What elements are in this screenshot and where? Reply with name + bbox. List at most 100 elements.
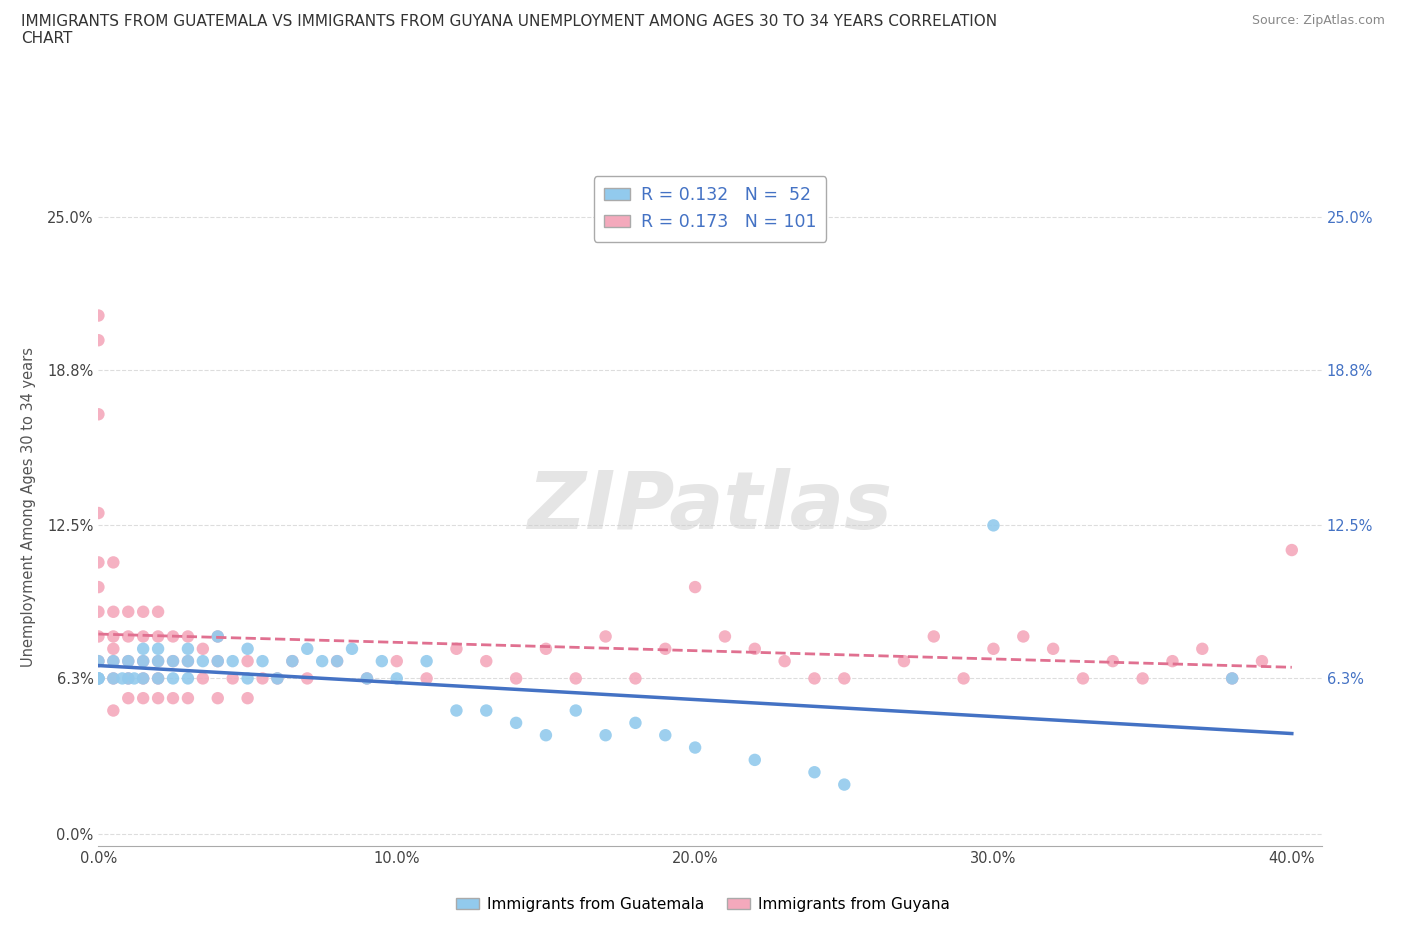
Point — [191, 654, 214, 669]
Point — [146, 604, 169, 619]
Point — [252, 654, 274, 669]
Point — [87, 671, 110, 685]
Point — [893, 654, 915, 669]
Point — [832, 671, 855, 685]
Point — [385, 671, 408, 685]
Point — [162, 654, 184, 669]
Point — [311, 654, 333, 669]
Point — [162, 671, 184, 685]
Point — [221, 671, 243, 685]
Point — [565, 703, 588, 718]
Point — [1042, 642, 1064, 657]
Point — [415, 654, 437, 669]
Point — [1251, 654, 1274, 669]
Point — [207, 691, 229, 706]
Point — [177, 642, 200, 657]
Point — [475, 654, 498, 669]
Point — [177, 654, 200, 669]
Point — [773, 654, 796, 669]
Point — [87, 671, 110, 685]
Point — [103, 654, 125, 669]
Point — [103, 555, 125, 570]
Point — [1220, 671, 1243, 685]
Point — [1161, 654, 1184, 669]
Point — [117, 654, 139, 669]
Point — [1012, 629, 1035, 644]
Point — [87, 671, 110, 685]
Point — [146, 642, 169, 657]
Point — [87, 671, 110, 685]
Point — [565, 671, 588, 685]
Point — [252, 671, 274, 685]
Point — [207, 629, 229, 644]
Point — [803, 671, 825, 685]
Point — [371, 654, 394, 669]
Point — [87, 555, 110, 570]
Point — [326, 654, 349, 669]
Point — [132, 604, 155, 619]
Point — [177, 654, 200, 669]
Point — [103, 671, 125, 685]
Point — [117, 654, 139, 669]
Point — [87, 604, 110, 619]
Point — [744, 642, 766, 657]
Point — [297, 642, 319, 657]
Legend: R = 0.132   N =  52, R = 0.173   N = 101: R = 0.132 N = 52, R = 0.173 N = 101 — [593, 176, 827, 242]
Point — [1071, 671, 1094, 685]
Point — [103, 629, 125, 644]
Point — [146, 654, 169, 669]
Point — [595, 629, 617, 644]
Point — [803, 764, 825, 779]
Point — [236, 654, 259, 669]
Point — [534, 728, 557, 743]
Point — [207, 629, 229, 644]
Point — [281, 654, 304, 669]
Point — [117, 671, 139, 685]
Point — [1281, 542, 1303, 557]
Point — [356, 671, 378, 685]
Point — [117, 604, 139, 619]
Point — [385, 654, 408, 669]
Point — [117, 629, 139, 644]
Point — [356, 671, 378, 685]
Point — [281, 654, 304, 669]
Point — [132, 671, 155, 685]
Text: ZIPatlas: ZIPatlas — [527, 468, 893, 546]
Legend: Immigrants from Guatemala, Immigrants from Guyana: Immigrants from Guatemala, Immigrants fr… — [450, 891, 956, 918]
Point — [146, 629, 169, 644]
Point — [132, 691, 155, 706]
Point — [297, 671, 319, 685]
Point — [415, 671, 437, 685]
Point — [236, 642, 259, 657]
Point — [266, 671, 288, 685]
Point — [714, 629, 737, 644]
Point — [922, 629, 945, 644]
Point — [87, 629, 110, 644]
Point — [1101, 654, 1123, 669]
Point — [87, 406, 110, 421]
Point — [87, 333, 110, 348]
Point — [191, 642, 214, 657]
Point — [177, 671, 200, 685]
Point — [446, 642, 468, 657]
Point — [146, 671, 169, 685]
Point — [162, 691, 184, 706]
Point — [207, 654, 229, 669]
Point — [446, 703, 468, 718]
Text: Source: ZipAtlas.com: Source: ZipAtlas.com — [1251, 14, 1385, 27]
Point — [952, 671, 974, 685]
Point — [87, 654, 110, 669]
Point — [103, 654, 125, 669]
Point — [236, 671, 259, 685]
Point — [191, 671, 214, 685]
Point — [162, 654, 184, 669]
Point — [236, 691, 259, 706]
Point — [146, 691, 169, 706]
Point — [132, 629, 155, 644]
Point — [744, 752, 766, 767]
Point — [654, 728, 676, 743]
Point — [122, 671, 145, 685]
Point — [983, 518, 1005, 533]
Point — [103, 703, 125, 718]
Point — [1132, 671, 1154, 685]
